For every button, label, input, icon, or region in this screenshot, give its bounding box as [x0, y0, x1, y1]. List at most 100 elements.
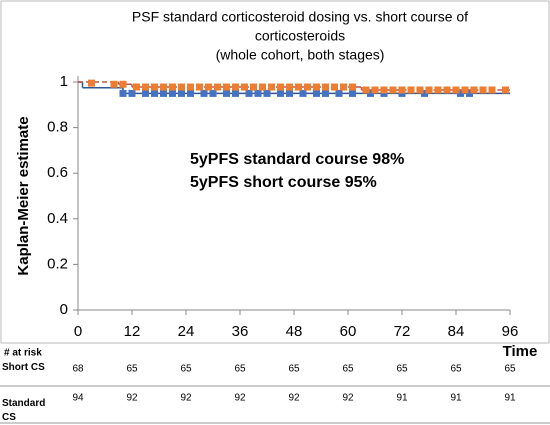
x-axis-label: Time [503, 343, 538, 360]
censor-mark [232, 89, 239, 97]
at-risk-value: 65 [342, 364, 354, 375]
censor-mark [223, 89, 230, 97]
censor-mark [119, 80, 127, 88]
annotation: 5yPFS short course 95% [190, 174, 377, 191]
censor-mark [151, 83, 158, 91]
censor-mark [214, 83, 221, 91]
censor-mark [470, 86, 478, 94]
at-risk-value: 65 [234, 364, 246, 375]
censor-mark [398, 86, 406, 94]
y-tick-label: 0.2 [47, 255, 68, 272]
censor-mark [389, 86, 397, 94]
x-tick-label: 48 [286, 323, 303, 340]
chart-title: PSF standard corticosteroid dosing vs. s… [132, 9, 468, 25]
censor-mark [151, 89, 158, 97]
at-risk-value: 65 [450, 364, 462, 375]
censor-mark [142, 89, 149, 97]
censor-mark [313, 89, 320, 97]
y-tick-label: 0.8 [47, 119, 68, 136]
y-axis-label: Kaplan-Meier estimate [15, 116, 32, 275]
censor-mark [160, 83, 167, 91]
censor-mark [349, 89, 356, 97]
censor-mark [268, 83, 275, 91]
censor-mark [335, 89, 343, 97]
at-risk-value: 65 [504, 364, 516, 375]
frame [0, 0, 550, 344]
row-label: Standard CS [2, 398, 46, 423]
at-risk-label: # at risk [4, 348, 42, 359]
censor-mark [187, 89, 194, 97]
chart-title: corticosteroids [255, 28, 345, 44]
censor-mark [128, 89, 136, 97]
at-risk-value: 65 [396, 364, 408, 375]
censor-mark [434, 86, 442, 94]
censor-mark [286, 89, 293, 97]
censor-mark [425, 86, 433, 94]
y-tick-label: 0.4 [47, 210, 68, 227]
censor-mark [205, 83, 212, 91]
censor-mark [250, 83, 257, 91]
at-risk-value: 92 [234, 393, 246, 404]
censor-mark [313, 83, 320, 91]
censor-mark [241, 83, 248, 91]
censor-mark [461, 86, 469, 94]
censor-mark [466, 89, 473, 97]
censor-mark [142, 83, 149, 91]
censor-mark [488, 86, 496, 94]
censor-mark [304, 83, 311, 91]
censor-mark [169, 89, 176, 97]
at-risk-value: 92 [126, 393, 138, 404]
at-risk-value: 65 [288, 364, 300, 375]
censor-mark [88, 79, 95, 87]
x-tick-label: 72 [394, 323, 411, 340]
censor-mark [232, 83, 239, 91]
censor-mark [178, 89, 185, 97]
censor-mark [371, 86, 379, 94]
at-risk-value: 91 [504, 393, 516, 404]
y-tick-label: 0.6 [47, 164, 68, 181]
censor-mark [367, 89, 374, 97]
censor-mark [331, 83, 338, 91]
x-tick-label: 12 [124, 323, 141, 340]
row-label: Short CS [2, 362, 45, 373]
at-risk-value: 65 [180, 364, 192, 375]
censor-mark [110, 80, 118, 88]
censor-mark [277, 83, 284, 91]
at-risk-value: 92 [180, 393, 192, 404]
censor-mark [187, 83, 194, 91]
censor-mark [416, 86, 424, 94]
censor-mark [349, 83, 356, 91]
x-tick-label: 0 [74, 323, 82, 340]
x-tick-label: 96 [502, 323, 519, 340]
x-tick-label: 24 [178, 323, 195, 340]
censor-mark [169, 83, 176, 91]
censor-mark [421, 89, 428, 97]
censor-mark [457, 89, 464, 97]
censor-mark [119, 89, 127, 97]
at-risk-value: 65 [126, 364, 138, 375]
censor-mark [443, 86, 451, 94]
censor-mark [452, 86, 460, 94]
at-risk-value: 91 [450, 393, 462, 404]
at-risk-value: 92 [288, 393, 300, 404]
x-tick-label: 36 [232, 323, 249, 340]
censor-mark [322, 89, 329, 97]
censor-mark [223, 83, 230, 91]
censor-mark [209, 89, 217, 97]
y-tick-label: 0 [60, 301, 68, 318]
annotation: 5yPFS standard course 98% [190, 151, 404, 168]
at-risk-value: 68 [72, 364, 84, 375]
censor-mark [200, 89, 208, 97]
censor-mark [196, 83, 203, 91]
censor-mark [160, 89, 167, 97]
censor-mark [299, 89, 307, 97]
censor-mark [277, 89, 284, 97]
y-tick-label: 1 [60, 73, 68, 90]
x-tick-label: 84 [448, 323, 465, 340]
censor-mark [259, 83, 266, 91]
at-risk-value: 91 [396, 393, 408, 404]
censor-mark [178, 83, 185, 91]
row-label-text: Standard CS [2, 398, 46, 423]
censor-mark [263, 89, 271, 97]
